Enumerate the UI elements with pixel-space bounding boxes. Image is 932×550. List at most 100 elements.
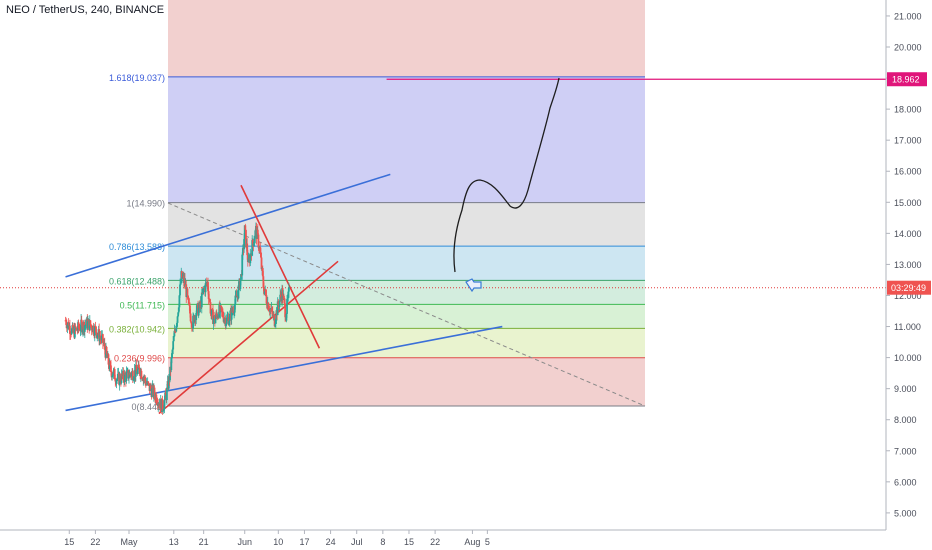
candle-body: [207, 282, 209, 292]
trendlines: [0, 78, 886, 415]
price-tick-label: 21.000: [894, 11, 922, 21]
fib-zone-0-618: [168, 246, 645, 281]
candle-body: [93, 325, 96, 336]
candle-body: [263, 288, 265, 294]
candle-body: [151, 388, 153, 397]
candle-body: [200, 292, 203, 308]
candle-body: [166, 387, 168, 401]
candle-body: [155, 394, 158, 403]
candle-body: [85, 324, 87, 326]
candle-body: [167, 376, 170, 389]
candle-body: [265, 295, 268, 304]
candle-body: [89, 320, 92, 326]
candle-body: [208, 299, 211, 303]
candle-body: [132, 379, 135, 381]
candle-body: [70, 328, 73, 334]
fib-zone-1: [168, 76, 645, 203]
target-price-label: 18.962: [892, 75, 920, 85]
candle-body: [92, 325, 95, 334]
candle-body: [251, 240, 254, 244]
time-axis: 15 22 May 13 21 Jun 10 17 24 Jul 8 15 22 Aug 5: [0, 529, 932, 550]
time-axis-background: [0, 530, 932, 550]
candle-body: [271, 312, 274, 317]
price-tick-label: 12.000: [894, 291, 922, 301]
candle-body: [219, 305, 222, 313]
candle-body: [273, 315, 276, 327]
fib-level-label: 0.618(12.488): [109, 276, 165, 286]
candle-body: [274, 324, 277, 327]
candle-body: [66, 324, 69, 329]
candle-body: [233, 312, 236, 314]
candle-body: [81, 322, 84, 333]
price-tick-label: 14.000: [894, 229, 922, 239]
candle-body: [184, 278, 186, 285]
candle-body: [140, 370, 143, 379]
chart-title: NEO / TetherUS, 240, BINANCE: [6, 4, 165, 16]
candle-body: [80, 319, 82, 330]
arrow-icon[interactable]: [465, 278, 482, 293]
candle-body: [174, 331, 177, 333]
candle-body: [80, 319, 83, 323]
candle-body: [82, 329, 84, 333]
trendline-lower-channel[interactable]: [65, 325, 503, 412]
candle-body: [253, 238, 256, 242]
candle-body: [126, 370, 129, 373]
time-tick-label: Jun: [237, 537, 252, 547]
price-tick-label: 16.000: [894, 167, 922, 177]
time-tick-label: Aug: [464, 537, 480, 547]
fib-trend-dashed-line[interactable]: [167, 202, 646, 407]
projection-curve-drawing[interactable]: [453, 77, 560, 273]
candle-body: [181, 277, 184, 279]
candle-body: [253, 241, 255, 247]
candle-body: [163, 400, 166, 409]
candle-body: [220, 305, 222, 308]
current-price-badge: [887, 280, 931, 295]
candle-body: [108, 361, 111, 370]
fib-level-label: 0.236(9.996): [114, 354, 165, 364]
fib-level-label: 0.382(10.942): [109, 324, 165, 334]
time-tick-label: 15: [404, 537, 414, 547]
trendline-falling-resistance[interactable]: [240, 184, 321, 349]
candle-body: [164, 392, 167, 395]
price-tick-label: 11.000: [894, 322, 921, 332]
candle-body: [144, 376, 147, 381]
candle-body: [202, 288, 205, 290]
candle-body: [99, 336, 102, 339]
price-tick-label: 5.000: [894, 508, 917, 518]
time-tick-label: 22: [90, 537, 100, 547]
candle-body: [267, 302, 270, 311]
price-tick-label: 18.000: [894, 105, 922, 115]
candle-body: [169, 366, 171, 381]
candle-body: [273, 314, 275, 316]
candle-body: [239, 279, 242, 290]
candle-body: [228, 321, 231, 325]
candle-body: [111, 375, 114, 377]
candle-body: [115, 379, 118, 384]
candle-body: [103, 343, 106, 350]
price-tick-label: 6.000: [894, 477, 917, 487]
candle-body: [259, 252, 262, 258]
candle-body: [251, 240, 254, 256]
candle-body: [212, 318, 215, 324]
candle-body: [259, 247, 262, 253]
candle-body: [223, 319, 226, 322]
candle-body: [247, 258, 250, 263]
candle-body: [138, 368, 141, 374]
fib-level-label: 0.5(11.715): [120, 300, 165, 310]
candle-body: [171, 349, 174, 354]
fib-zone-top: [168, 0, 645, 77]
price-tick-label: 15.000: [894, 198, 922, 208]
candle-body: [134, 364, 137, 377]
candle-body: [112, 370, 115, 376]
fib-level-label: 0(8.441): [131, 402, 165, 412]
candle-body: [144, 380, 147, 386]
candle-body: [261, 268, 264, 277]
candle-body: [220, 307, 223, 312]
candle-body: [281, 288, 284, 300]
trendline-rising-support[interactable]: [158, 260, 339, 415]
candle-body: [204, 283, 207, 293]
trendline-upper-channel[interactable]: [65, 173, 391, 278]
candle-body: [197, 307, 200, 316]
fib-zone-0-236: [168, 328, 645, 358]
